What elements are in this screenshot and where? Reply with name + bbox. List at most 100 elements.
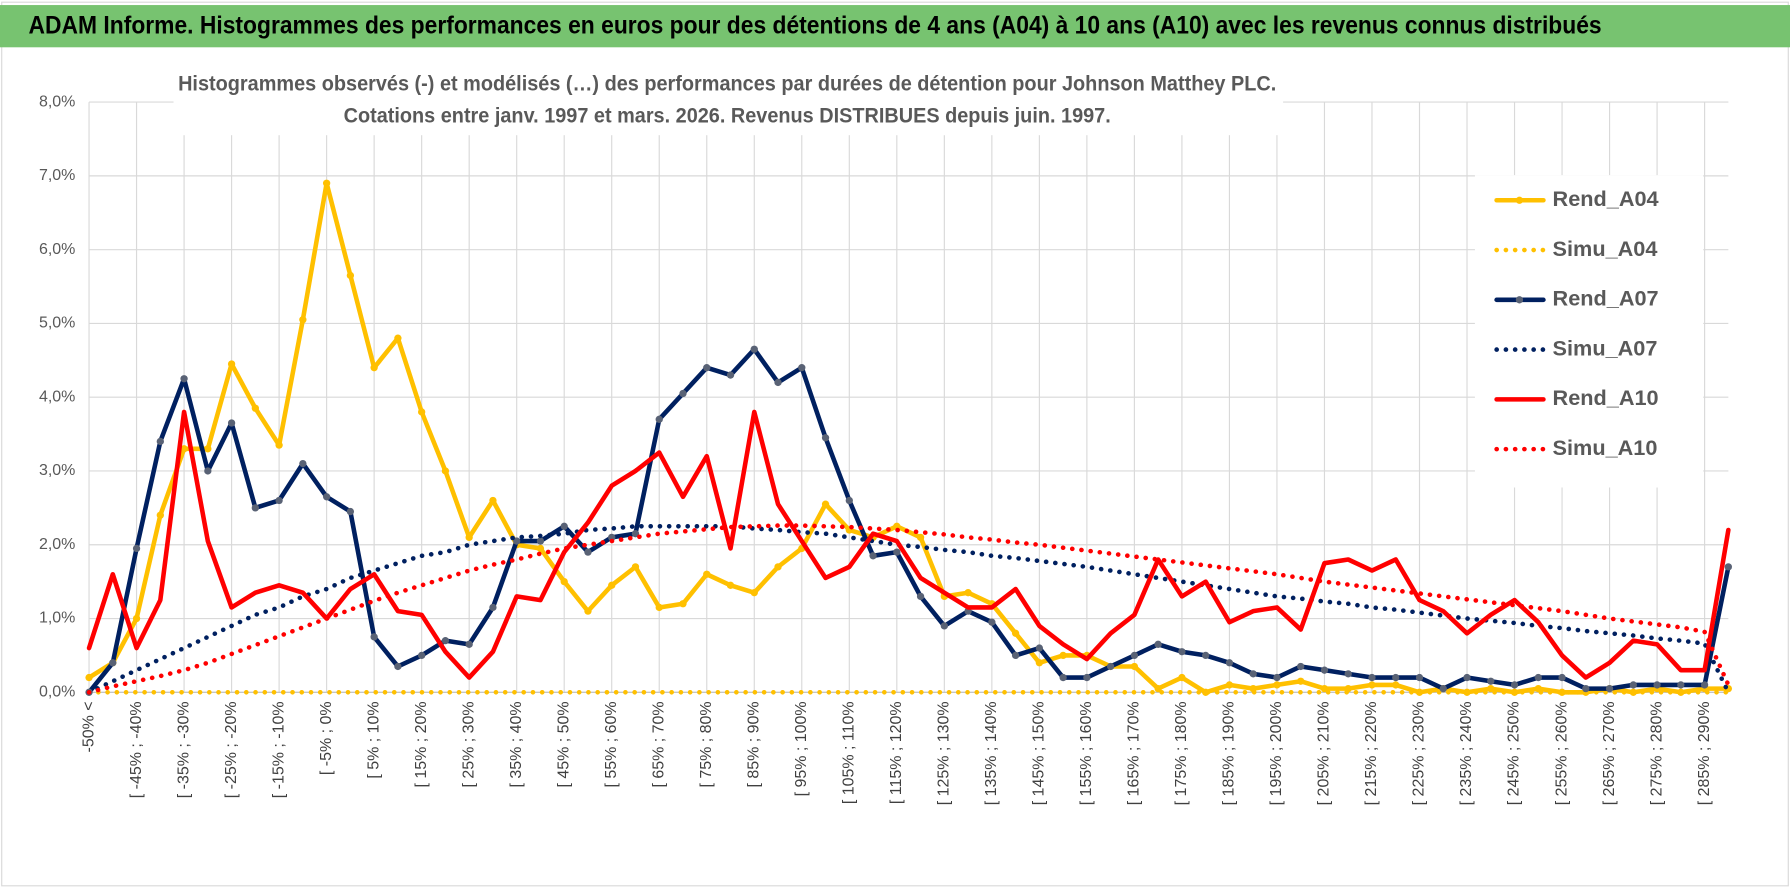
- y-tick-label: 7,0%: [39, 167, 75, 184]
- series-marker: [1106, 662, 1115, 671]
- x-tick-label: [ -35% ; -30%: [175, 701, 192, 798]
- series-marker: [441, 636, 450, 645]
- x-tick-label: [ 115% ; 120%: [888, 701, 905, 804]
- series-marker: [346, 271, 355, 280]
- x-tick-label: [ -45% ; -40%: [128, 701, 145, 798]
- series-marker: [916, 592, 925, 601]
- series-marker: [1605, 684, 1614, 693]
- series-marker: [1392, 681, 1400, 689]
- x-tick-label: [ 285% ; 290%: [1696, 701, 1713, 805]
- x-tick-label: [ 105% ; 110%: [841, 701, 858, 804]
- series-marker: [180, 375, 188, 383]
- series-marker: [1297, 677, 1305, 685]
- x-tick-label: [ -15% ; -10%: [270, 701, 287, 798]
- x-tick-label: [ 135% ; 140%: [983, 701, 1000, 805]
- series-marker: [703, 364, 711, 372]
- series-marker: [370, 364, 378, 372]
- series-marker: [679, 389, 687, 398]
- series-marker: [132, 614, 141, 623]
- series-marker: [703, 570, 711, 578]
- x-tick-label: [ 195% ; 200%: [1268, 701, 1285, 805]
- series-marker: [584, 548, 592, 556]
- series-marker: [726, 371, 735, 379]
- series-marker: [299, 316, 307, 324]
- series-marker: [465, 533, 473, 542]
- legend-background: [1474, 175, 1704, 488]
- x-tick-label: [ 5% ; 10%: [365, 701, 382, 778]
- x-tick-label: [ 245% ; 250%: [1506, 701, 1523, 805]
- series-marker: [608, 533, 616, 542]
- y-tick-label: 3,0%: [39, 462, 75, 479]
- series-marker: [1059, 673, 1067, 682]
- series-marker: [750, 345, 758, 353]
- x-tick-label: [ -5% ; 0%: [318, 701, 335, 775]
- x-tick-label: [ 255% ; 260%: [1553, 701, 1570, 805]
- series-marker: [227, 360, 236, 368]
- legend-marker: [1515, 196, 1524, 204]
- series-marker: [132, 544, 141, 553]
- series-marker: [394, 334, 402, 342]
- series-marker: [489, 496, 497, 505]
- series-marker: [204, 467, 212, 475]
- series-marker: [1297, 662, 1305, 671]
- series-marker: [1558, 673, 1566, 682]
- series-marker: [346, 507, 355, 516]
- series-marker: [1011, 651, 1020, 660]
- series-marker: [85, 673, 93, 682]
- x-tick-label: [ 275% ; 280%: [1648, 701, 1665, 805]
- chart-title: Histogrammes observés (-) et modélisés (…: [178, 71, 1276, 96]
- series-marker: [584, 607, 592, 615]
- series-marker: [1035, 659, 1044, 667]
- series-marker: [156, 437, 164, 446]
- series-marker: [1415, 673, 1424, 682]
- y-tick-label: 4,0%: [39, 388, 75, 405]
- series-marker: [655, 415, 663, 423]
- x-tick-label: [ 145% ; 150%: [1031, 701, 1048, 805]
- series-marker: [893, 548, 901, 556]
- x-tick-label: [ 165% ; 170%: [1126, 701, 1143, 805]
- series-marker: [370, 633, 378, 641]
- series-marker: [560, 577, 568, 586]
- series-marker: [1510, 681, 1519, 689]
- legend-label: Simu_A04: [1553, 236, 1658, 261]
- series-marker: [1487, 677, 1495, 685]
- page-title: ADAM Informe. Histogrammes des performan…: [29, 11, 1602, 39]
- x-tick-label: [ 205% ; 210%: [1316, 701, 1333, 805]
- y-tick-label: 6,0%: [39, 241, 75, 258]
- x-tick-label: [ 25% ; 30%: [460, 701, 477, 787]
- series-marker: [251, 404, 260, 412]
- x-tick-label: [ 125% ; 130%: [936, 701, 953, 805]
- x-tick-label: [ 65% ; 70%: [650, 701, 667, 787]
- series-line: [86, 409, 1731, 680]
- series-marker: [204, 445, 212, 453]
- x-tick-label: -50% <: [80, 701, 97, 752]
- series-marker: [679, 600, 687, 608]
- series-marker: [489, 603, 497, 612]
- x-tick-label: [ 95% ; 100%: [793, 701, 810, 796]
- series-marker: [1249, 670, 1257, 678]
- y-tick-label: 8,0%: [39, 93, 75, 110]
- series-marker: [465, 640, 473, 648]
- title-background: [173, 66, 1284, 136]
- x-tick-label: [ 215% ; 220%: [1363, 701, 1380, 805]
- series-marker: [1130, 662, 1139, 671]
- series-marker: [1178, 673, 1186, 682]
- series-line: [86, 523, 1731, 695]
- series-marker: [180, 445, 188, 453]
- series-marker: [1083, 673, 1091, 682]
- legend-label: Simu_A07: [1553, 335, 1658, 360]
- x-tick-label: [ 175% ; 180%: [1173, 701, 1190, 805]
- series-marker: [1035, 644, 1044, 652]
- series-marker: [536, 544, 545, 553]
- series-marker: [940, 622, 948, 630]
- series-marker: [1368, 673, 1376, 682]
- series-marker: [1534, 673, 1542, 682]
- series-marker: [774, 563, 782, 571]
- y-tick-label: 0,0%: [39, 684, 75, 701]
- series-marker: [608, 581, 616, 589]
- legend-label: Simu_A10: [1553, 435, 1658, 460]
- series-marker: [156, 511, 164, 519]
- series-marker: [869, 552, 877, 560]
- x-tick-label: [ 15% ; 20%: [413, 701, 430, 787]
